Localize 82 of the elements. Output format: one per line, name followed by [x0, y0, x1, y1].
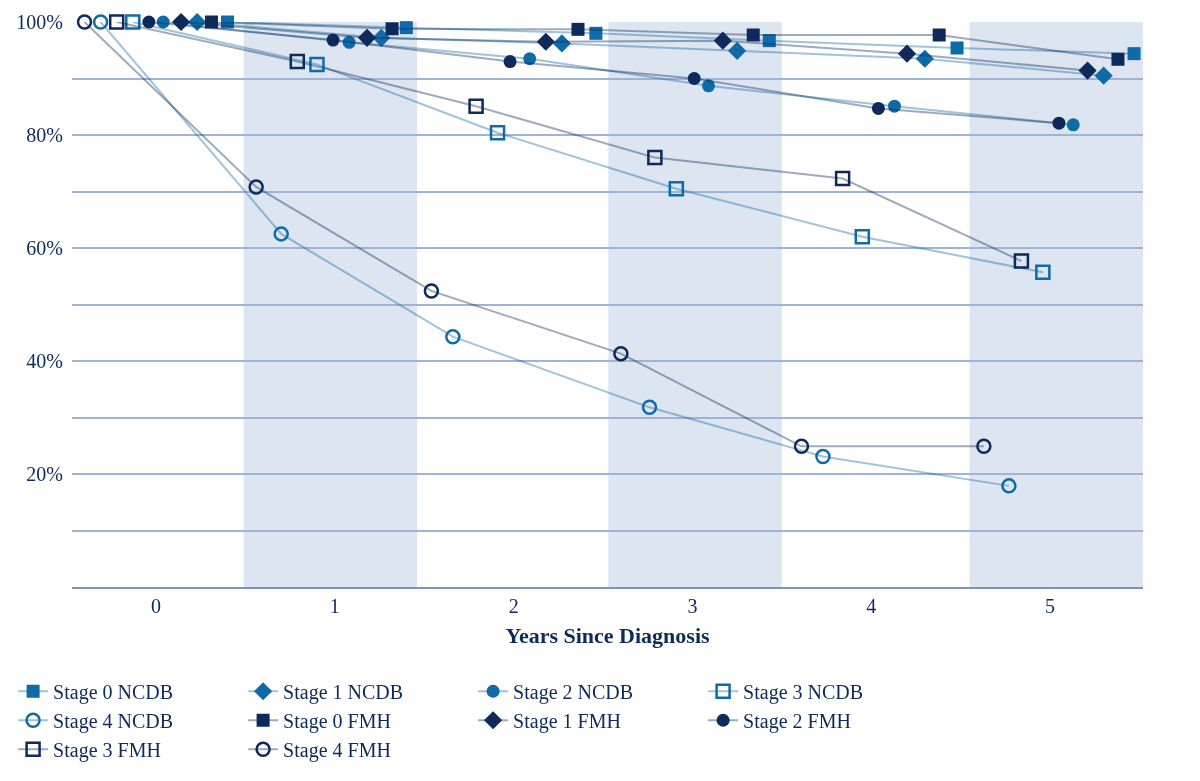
x-tick-label: 1 — [329, 595, 340, 617]
legend-label: Stage 0 NCDB — [53, 681, 174, 705]
point — [342, 35, 356, 49]
point — [445, 328, 461, 345]
x-tick-label: 5 — [1045, 595, 1056, 617]
point — [125, 14, 141, 30]
point — [647, 149, 663, 166]
point — [273, 226, 289, 242]
point — [915, 49, 934, 68]
x-tick-label: 0 — [151, 595, 162, 617]
point — [887, 99, 901, 113]
point — [1052, 116, 1066, 130]
point — [589, 26, 603, 40]
legend-label: Stage 4 NCDB — [53, 710, 174, 734]
point — [423, 283, 440, 299]
point — [728, 41, 747, 60]
y-tick-label: 20% — [26, 463, 63, 485]
point — [1094, 66, 1113, 85]
legend-label: Stage 0 FMH — [283, 710, 391, 734]
y-tick-label: 60% — [26, 237, 63, 259]
point — [702, 79, 716, 93]
point — [641, 399, 658, 416]
point — [188, 12, 207, 32]
point — [932, 28, 946, 42]
legend-label: Stage 3 NCDB — [743, 681, 864, 705]
point — [897, 44, 917, 63]
point — [76, 14, 93, 30]
point — [326, 33, 340, 47]
legend-label: Stage 2 FMH — [743, 710, 851, 734]
point — [668, 180, 685, 197]
legend-label: Stage 1 FMH — [513, 710, 621, 734]
point — [571, 22, 585, 36]
point — [815, 448, 831, 465]
point — [503, 55, 517, 69]
legend-label: Stage 4 FMH — [283, 739, 391, 763]
point — [523, 52, 537, 66]
point — [613, 345, 629, 362]
point — [248, 179, 264, 195]
point — [976, 438, 992, 455]
legend-label: Stage 3 FMH — [53, 739, 161, 763]
point — [552, 34, 572, 53]
point — [1001, 478, 1017, 494]
x-tick-label: 4 — [866, 595, 877, 617]
point — [1127, 47, 1141, 61]
point — [399, 21, 413, 35]
point — [289, 53, 306, 70]
point — [1013, 253, 1030, 269]
x-tick-label: 3 — [687, 595, 698, 617]
y-tick-label: 100% — [16, 11, 63, 33]
point — [687, 72, 701, 85]
point — [762, 34, 776, 48]
point — [713, 31, 732, 50]
point — [871, 101, 885, 115]
point — [1035, 264, 1051, 281]
point — [372, 28, 391, 47]
point — [108, 14, 125, 30]
point — [309, 56, 325, 73]
point — [536, 32, 555, 51]
point — [357, 28, 377, 47]
legend-label: Stage 1 NCDB — [283, 681, 404, 705]
point — [489, 124, 506, 141]
point — [834, 170, 851, 187]
point — [950, 41, 964, 55]
point — [221, 15, 235, 29]
point — [385, 22, 399, 36]
point — [156, 15, 170, 29]
point — [468, 98, 484, 114]
point — [171, 12, 191, 32]
x-axis-title: Years Since Diagnosis — [505, 623, 710, 649]
point — [793, 438, 810, 455]
point — [1078, 61, 1097, 80]
point — [142, 15, 156, 29]
legend-label: Stage 2 NCDB — [513, 681, 634, 705]
y-tick-label: 40% — [26, 350, 63, 372]
y-tick-label: 80% — [26, 124, 63, 146]
point — [204, 15, 218, 29]
point — [854, 228, 871, 245]
point — [1066, 118, 1080, 132]
point — [746, 28, 760, 42]
x-tick-label: 2 — [508, 595, 519, 617]
point — [92, 14, 109, 30]
point — [1111, 52, 1125, 66]
